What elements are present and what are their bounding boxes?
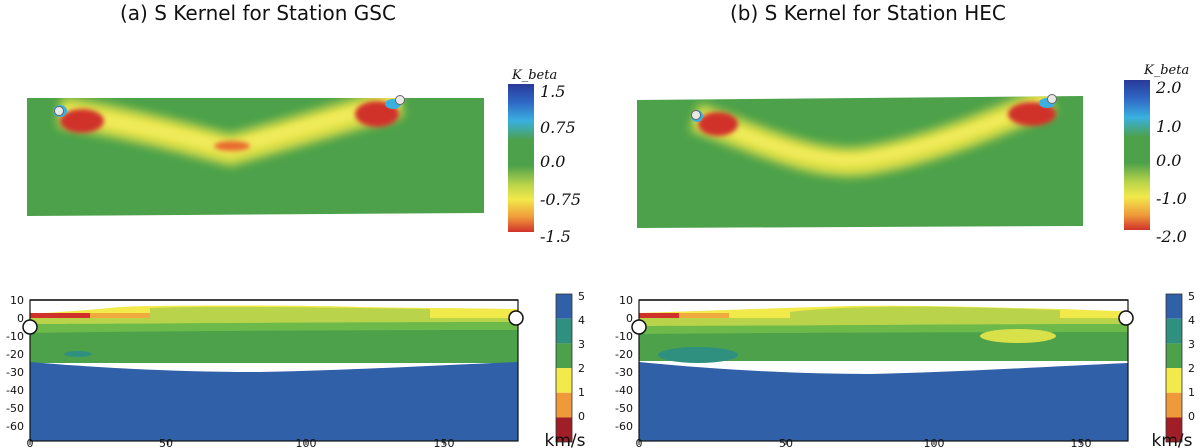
panel-a-title: (a) S Kernel for Station GSC — [120, 1, 396, 25]
va-xtick-0: 0 — [27, 437, 34, 448]
kernel-a-tick-1: 0.75 — [540, 118, 576, 137]
velocity-a-x-axis: 0 50 100 150 — [27, 437, 455, 448]
vcb-a-tick-0: 5 — [578, 290, 585, 303]
station-circle-b — [1118, 310, 1134, 326]
kernel-b-sensitivity-band — [690, 96, 1056, 176]
velocity-plot-b: 10 0 -10 -20 -30 -40 -50 -60 0 50 100 15… — [615, 294, 1134, 448]
vb-xtick-3: 150 — [1071, 437, 1092, 448]
vb-xtick-1: 50 — [779, 437, 793, 448]
kernel-a-sensitivity-band — [53, 98, 404, 166]
velocity-b-anomaly — [658, 347, 738, 363]
kernel-b-tick-3: -1.0 — [1156, 189, 1187, 208]
vb-ytick-1: 0 — [626, 312, 633, 325]
kernel-b-tick-1: 1.0 — [1156, 117, 1181, 136]
vb-ytick-7: -60 — [615, 420, 633, 433]
velocity-colorbar-b: 5 4 3 2 1 0 km/s — [1152, 290, 1196, 448]
vb-ytick-6: -50 — [615, 402, 633, 415]
kernel-a-tick-3: -0.75 — [540, 190, 581, 209]
kernel-b-tick-4: -2.0 — [1156, 227, 1187, 246]
kernel-a-tick-0: 1.5 — [540, 82, 565, 101]
vb-xtick-2: 100 — [924, 437, 945, 448]
velocity-plot-a: 10 0 -10 -20 -30 -40 -50 -60 0 50 100 15… — [6, 294, 524, 448]
kernel-b-tick-2: 0.0 — [1156, 151, 1181, 170]
kernel-a-tick-2: 0.0 — [540, 152, 565, 171]
kernel-a-tick-4: -1.5 — [540, 227, 571, 246]
station-circle-a — [508, 310, 524, 326]
velocity-colorbar-a: 5 4 3 2 1 0 km/s — [545, 290, 586, 448]
vcb-b-unit: km/s — [1152, 431, 1193, 448]
vcb-a-tick-2: 3 — [578, 338, 585, 351]
velocity-a-y-axis: 10 0 -10 -20 -30 -40 -50 -60 — [6, 294, 24, 433]
velocity-b-layer-35 — [639, 306, 1128, 330]
va-ytick-5: -40 — [6, 384, 24, 397]
va-ytick-1: 0 — [17, 312, 24, 325]
vcb-a-tick-3: 2 — [578, 362, 585, 375]
station-marker-b — [1047, 94, 1057, 104]
vb-ytick-3: -20 — [615, 348, 633, 361]
va-xtick-3: 150 — [434, 437, 455, 448]
kernel-colorbar-a: K_beta 1.5 0.75 0.0 -0.75 -1.5 — [508, 68, 581, 246]
kernel-b-tick-0: 2.0 — [1155, 78, 1181, 97]
va-ytick-6: -50 — [6, 402, 24, 415]
velocity-b-y-axis: 10 0 -10 -20 -30 -40 -50 -60 — [615, 294, 633, 433]
va-xtick-2: 100 — [296, 437, 317, 448]
velocity-a-layer-1 — [30, 313, 90, 318]
kernel-map-b — [637, 94, 1083, 228]
vcb-b-tick-1: 4 — [1188, 314, 1195, 327]
vcb-b-tick-2: 3 — [1188, 338, 1195, 351]
velocity-b-mantle — [639, 362, 1128, 441]
velocity-a-mantle — [30, 362, 518, 441]
va-ytick-3: -20 — [6, 348, 24, 361]
vb-xtick-0: 0 — [636, 437, 643, 448]
vcb-a-tick-5: 0 — [578, 410, 585, 423]
va-ytick-0: 10 — [10, 294, 24, 307]
station-marker-a — [395, 95, 405, 105]
source-circle-b — [631, 319, 647, 335]
va-xtick-1: 50 — [159, 437, 173, 448]
vcb-b-tick-3: 2 — [1188, 362, 1195, 375]
vb-ytick-2: -10 — [615, 330, 633, 343]
vcb-b-tick-4: 1 — [1188, 386, 1195, 399]
va-ytick-4: -30 — [6, 366, 24, 379]
kernel-colorbar-b-label: K_beta — [1143, 63, 1189, 78]
vcb-a-unit: km/s — [545, 431, 586, 448]
kernel-colorbar-a-label: K_beta — [511, 68, 557, 83]
vcb-a-tick-4: 1 — [578, 386, 585, 399]
velocity-b-x-axis: 0 50 100 150 — [636, 437, 1092, 448]
velocity-b-layer-1 — [639, 313, 679, 318]
vb-ytick-0: 10 — [619, 294, 633, 307]
vb-ytick-4: -30 — [615, 366, 633, 379]
vb-ytick-5: -40 — [615, 384, 633, 397]
vcb-b-tick-5: 0 — [1188, 410, 1195, 423]
kernel-colorbar-b: K_beta 2.0 1.0 0.0 -1.0 -2.0 — [1124, 63, 1189, 246]
vcb-a-tick-1: 4 — [578, 314, 585, 327]
panel-b-title: (b) S Kernel for Station HEC — [730, 1, 1006, 25]
source-circle-a — [22, 319, 38, 335]
va-ytick-2: -10 — [6, 330, 24, 343]
kernel-map-a — [27, 95, 484, 216]
source-marker-b — [691, 110, 701, 120]
va-ytick-7: -60 — [6, 420, 24, 433]
velocity-b-slow-anomaly — [980, 329, 1056, 343]
vcb-b-tick-0: 5 — [1188, 290, 1195, 303]
source-marker-a — [54, 106, 64, 116]
